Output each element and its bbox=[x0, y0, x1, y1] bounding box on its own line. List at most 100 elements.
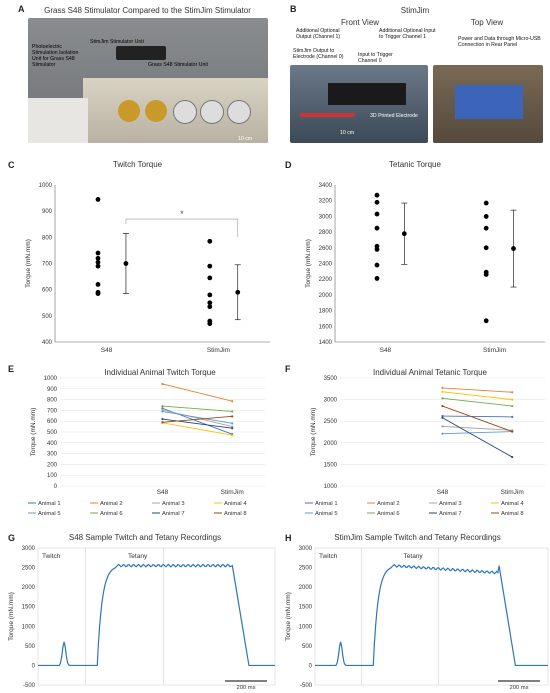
chart-h-scale-label: 200 ms bbox=[509, 685, 528, 691]
chart-e-legend-label: Animal 4 bbox=[224, 501, 247, 507]
chart-d-point bbox=[483, 214, 489, 219]
chart-c-xtick: StimJim bbox=[207, 347, 230, 354]
chart-g-ytick: -500 bbox=[23, 683, 36, 689]
chart-f-point bbox=[441, 416, 444, 419]
chart-f-legend-label: Animal 1 bbox=[315, 501, 338, 507]
chart-e-point bbox=[161, 410, 164, 413]
chart-c-point bbox=[207, 263, 213, 269]
chart-e-point bbox=[231, 410, 234, 413]
chart-e-point bbox=[231, 400, 234, 403]
chart-e-legend-label: Animal 6 bbox=[100, 511, 123, 517]
panel-letter-h: H bbox=[285, 533, 292, 543]
scale-bar-b: 10 cm bbox=[340, 130, 355, 136]
chart-e-legend-label: Animal 3 bbox=[162, 501, 185, 507]
chart-h-ytick: 3000 bbox=[299, 546, 313, 552]
chart-f-ytick: 3500 bbox=[324, 376, 338, 382]
chart-e-ytick: 800 bbox=[47, 398, 58, 404]
chart-e-ytick: 500 bbox=[47, 430, 58, 436]
chart-f-series-line bbox=[442, 425, 513, 431]
label-input-trigger: Input to Trigger Channel 0 bbox=[358, 52, 393, 64]
chart-f-series-line bbox=[442, 387, 513, 393]
chart-d-ylabel: Torque (mN.mm) bbox=[305, 239, 312, 288]
label-electrode-output: StimJim Output to Electrode (Channel 0) bbox=[293, 48, 344, 60]
chart-h-ytick: 2500 bbox=[299, 566, 313, 572]
chart-g-ytick: 0 bbox=[32, 663, 36, 669]
chart-g-twitch-label: Twitch bbox=[42, 553, 61, 560]
chart-e-ytick: 900 bbox=[47, 387, 58, 393]
chart-d-point bbox=[483, 272, 489, 277]
chart-d-ytick: 2000 bbox=[319, 293, 333, 299]
chart-h-twitch-label: Twitch bbox=[319, 553, 338, 560]
chart-d-ytick: 2400 bbox=[319, 262, 333, 268]
chart-c-point bbox=[95, 282, 101, 287]
label-stimjim-unit: StimJim Stimulator Unit bbox=[90, 39, 144, 45]
chart-g-ytick: 1500 bbox=[22, 605, 36, 611]
chart-f-point bbox=[441, 432, 444, 435]
chart-f-point bbox=[511, 391, 514, 394]
panel-letter-b: B bbox=[290, 4, 297, 14]
chart-e-legend-label: Animal 8 bbox=[224, 511, 247, 517]
chart-f-legend-label: Animal 8 bbox=[501, 511, 524, 517]
chart-c-point bbox=[207, 275, 213, 281]
chart-d-point bbox=[374, 276, 380, 281]
chart-d-mean bbox=[401, 231, 407, 237]
knob-icon bbox=[200, 100, 224, 124]
chart-e-series-line bbox=[162, 411, 233, 424]
chart-e-series-line bbox=[162, 383, 233, 402]
front-view-photo bbox=[290, 65, 428, 143]
knob-icon bbox=[227, 100, 251, 124]
chart-e-point bbox=[161, 404, 164, 408]
chart-g-tetany-label: Tetany bbox=[128, 553, 148, 560]
chart-e-ylabel: Torque (mN.mm) bbox=[30, 408, 37, 457]
chart-e-point bbox=[231, 425, 234, 428]
chart-e-ytick: 600 bbox=[47, 419, 58, 425]
chart-c-point bbox=[207, 238, 213, 244]
chart-d-xtick: StimJim bbox=[483, 347, 506, 354]
chart-e-series-line bbox=[162, 405, 233, 412]
chart-d-ytick: 3400 bbox=[319, 183, 333, 189]
chart-g-ylabel: Torque (mN.mm) bbox=[8, 592, 15, 641]
knob-icon bbox=[118, 100, 140, 122]
chart-h-tetany-label: Tetany bbox=[404, 553, 424, 560]
chart-e-ytick: 100 bbox=[47, 473, 58, 479]
chart-c-point bbox=[95, 259, 101, 265]
chart-d-point bbox=[483, 200, 489, 206]
chart-f-point bbox=[441, 414, 444, 418]
chart-e-point bbox=[161, 408, 164, 411]
chart-h-ytick: 1500 bbox=[299, 605, 313, 611]
chart-f-point bbox=[511, 398, 514, 401]
chart-c-point bbox=[95, 196, 101, 202]
chart-c-ytick: 500 bbox=[42, 314, 53, 320]
chart-e-point bbox=[231, 427, 234, 430]
chart-d-ytick: 2600 bbox=[319, 246, 333, 252]
chart-c-point bbox=[207, 300, 213, 306]
chart-c-point bbox=[95, 263, 101, 269]
chart-e-ytick: 700 bbox=[47, 408, 58, 414]
chart-d-point bbox=[374, 225, 380, 231]
knob-icon bbox=[145, 100, 167, 122]
chart-h-plot-area bbox=[314, 547, 549, 686]
chart-h-ytick: 1000 bbox=[299, 624, 313, 630]
chart-f-legend-label: Animal 6 bbox=[377, 511, 400, 517]
chart-e-series-line bbox=[162, 409, 233, 428]
chart-f-xtick: StimJim bbox=[501, 489, 524, 496]
chart-f-point bbox=[441, 425, 444, 428]
chart-h-ytick: 2000 bbox=[299, 585, 313, 591]
chart-g-ytick: 2500 bbox=[22, 566, 36, 572]
chart-g-ytick: 2000 bbox=[22, 585, 36, 591]
label-optional-output: Additional Optional Output (Channel 1) bbox=[296, 28, 341, 40]
chart-c-ylabel: Torque (mN.mm) bbox=[25, 239, 32, 288]
chart-g-trace bbox=[38, 563, 275, 667]
chart-c-point bbox=[207, 292, 213, 298]
scale-bar-a: 10 cm bbox=[238, 136, 253, 142]
chart-e-series-line bbox=[162, 418, 233, 429]
panel-a-photo bbox=[28, 18, 268, 143]
chart-f-legend-label: Animal 2 bbox=[377, 501, 400, 507]
chart-f-point bbox=[441, 386, 444, 390]
chart-e-point bbox=[161, 407, 164, 410]
chart-g-ytick: 3000 bbox=[22, 546, 36, 552]
label-power-usb: Power and Data through Micro-USB Connect… bbox=[458, 36, 541, 48]
chart-e-ytick: 300 bbox=[47, 452, 58, 458]
chart-g-ytick: 1000 bbox=[22, 624, 36, 630]
chart-f-series-line bbox=[442, 431, 513, 435]
